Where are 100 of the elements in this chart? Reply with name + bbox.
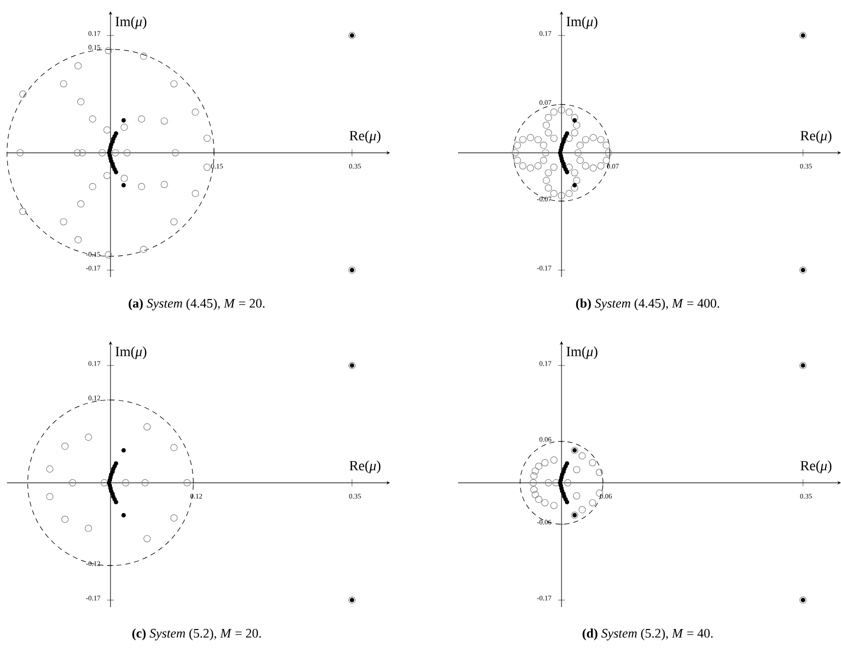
point (544, 184, 552, 192)
point (104, 251, 112, 259)
point (571, 129, 578, 136)
point (46, 492, 54, 500)
point (602, 156, 610, 164)
point (558, 106, 566, 114)
point (582, 136, 590, 144)
point (571, 114, 578, 122)
point (170, 218, 178, 226)
point (519, 136, 526, 144)
point (103, 126, 111, 134)
point (552, 479, 560, 486)
point (74, 149, 81, 156)
point (535, 462, 542, 470)
point (550, 502, 558, 510)
point (590, 164, 597, 172)
point (573, 122, 580, 129)
point (578, 452, 586, 460)
point (192, 108, 199, 116)
point (565, 108, 573, 116)
text: (a) System (4.45), M = 20. (128, 298, 264, 310)
point (183, 479, 191, 486)
text: (b) System (4.45), M = 400. (576, 298, 720, 310)
point (140, 52, 148, 60)
text: (d) System (5.2), M = 40. (582, 628, 713, 640)
point (61, 442, 69, 450)
point (19, 208, 26, 216)
point (526, 164, 534, 172)
point (534, 136, 542, 144)
point (78, 149, 86, 156)
point (541, 459, 549, 466)
point (572, 183, 577, 188)
point (160, 180, 168, 188)
point (77, 200, 84, 208)
point (597, 136, 604, 144)
point (120, 124, 128, 131)
x-axis-title: Re(μ) (800, 130, 832, 144)
point (143, 535, 151, 542)
point (573, 492, 580, 500)
point (204, 134, 211, 142)
point (121, 448, 126, 453)
y-axis-title: Im(μ) (116, 16, 146, 30)
point (121, 183, 126, 188)
point (114, 170, 118, 174)
point (170, 80, 178, 88)
y-axis-title: Im(μ) (116, 346, 146, 360)
point (564, 500, 570, 504)
point (138, 183, 146, 190)
point (170, 514, 178, 522)
point (120, 174, 128, 182)
point (564, 479, 572, 486)
point (578, 506, 586, 514)
point (192, 190, 199, 198)
point (519, 162, 526, 170)
point (121, 118, 126, 123)
point (550, 190, 558, 198)
point (576, 142, 584, 149)
point (74, 62, 82, 70)
point (84, 524, 92, 532)
point (532, 490, 539, 498)
point (530, 472, 538, 480)
point (19, 90, 26, 98)
point (596, 468, 604, 476)
point (61, 516, 69, 523)
point (534, 162, 542, 170)
point (590, 134, 597, 142)
point (103, 172, 111, 180)
point (172, 149, 179, 156)
point (588, 499, 596, 506)
point (542, 122, 550, 129)
point (540, 156, 548, 164)
point (573, 176, 580, 184)
point (204, 164, 211, 171)
point (565, 164, 573, 171)
point (530, 479, 537, 486)
point (540, 142, 548, 149)
point (84, 434, 92, 441)
point (60, 80, 68, 88)
y-axis-title: Im(μ) (566, 16, 598, 30)
point (16, 149, 24, 156)
point (564, 170, 570, 174)
point (88, 183, 96, 190)
point (550, 164, 558, 171)
point (550, 456, 558, 464)
point (544, 129, 552, 136)
point (138, 115, 146, 123)
point (604, 149, 612, 156)
point (60, 218, 68, 226)
point (112, 149, 119, 156)
point (535, 496, 542, 503)
point (550, 134, 558, 142)
point (571, 184, 578, 192)
point (542, 149, 550, 156)
point (114, 500, 118, 504)
point (46, 465, 54, 473)
y-axis-title: Im(μ) (566, 346, 598, 360)
point (597, 162, 604, 170)
point (160, 117, 168, 125)
point (572, 118, 577, 123)
point (526, 134, 534, 142)
